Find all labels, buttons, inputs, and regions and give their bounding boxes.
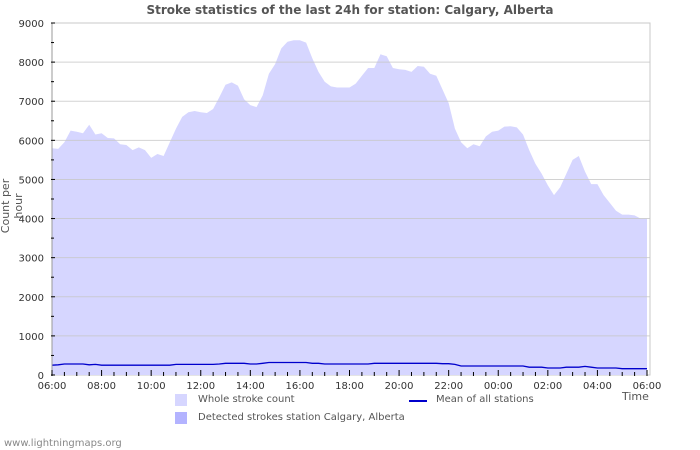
y-axis-label: Count per hour [0, 178, 25, 234]
svg-text:0: 0 [38, 371, 44, 382]
svg-text:00:00: 00:00 [484, 381, 513, 392]
svg-text:08:00: 08:00 [87, 381, 116, 392]
svg-text:1000: 1000 [19, 332, 44, 343]
svg-text:14:00: 14:00 [236, 381, 265, 392]
svg-text:18:00: 18:00 [335, 381, 364, 392]
svg-text:02:00: 02:00 [533, 381, 562, 392]
legend-whole-label: Whole stroke count [198, 394, 295, 405]
svg-text:06:00: 06:00 [633, 381, 662, 392]
svg-text:06:00: 06:00 [38, 381, 67, 392]
mean-line [51, 361, 647, 370]
legend-swatch-whole [175, 394, 187, 406]
legend-detected-label: Detected strokes station Calgary, Albert… [198, 412, 405, 423]
x-axis-label: Time [622, 390, 649, 403]
svg-text:3000: 3000 [19, 254, 44, 265]
svg-text:12:00: 12:00 [186, 381, 215, 392]
footer-credit: www.lightningmaps.org [4, 438, 122, 449]
svg-text:7000: 7000 [19, 97, 44, 108]
svg-text:16:00: 16:00 [286, 381, 315, 392]
svg-text:04:00: 04:00 [583, 381, 612, 392]
svg-text:5000: 5000 [19, 175, 44, 186]
svg-text:22:00: 22:00 [434, 381, 463, 392]
svg-text:6000: 6000 [19, 136, 44, 147]
svg-text:10:00: 10:00 [137, 381, 166, 392]
legend-line-mean [409, 400, 427, 402]
legend-mean-label: Mean of all stations [436, 394, 534, 405]
chart-title: Stroke statistics of the last 24h for st… [146, 3, 554, 17]
svg-text:8000: 8000 [19, 58, 44, 69]
svg-text:20:00: 20:00 [385, 381, 414, 392]
svg-text:2000: 2000 [19, 293, 44, 304]
whole-stroke-area [52, 40, 647, 375]
legend-swatch-detected [175, 412, 187, 424]
svg-text:4000: 4000 [19, 215, 44, 226]
svg-text:9000: 9000 [19, 19, 44, 30]
